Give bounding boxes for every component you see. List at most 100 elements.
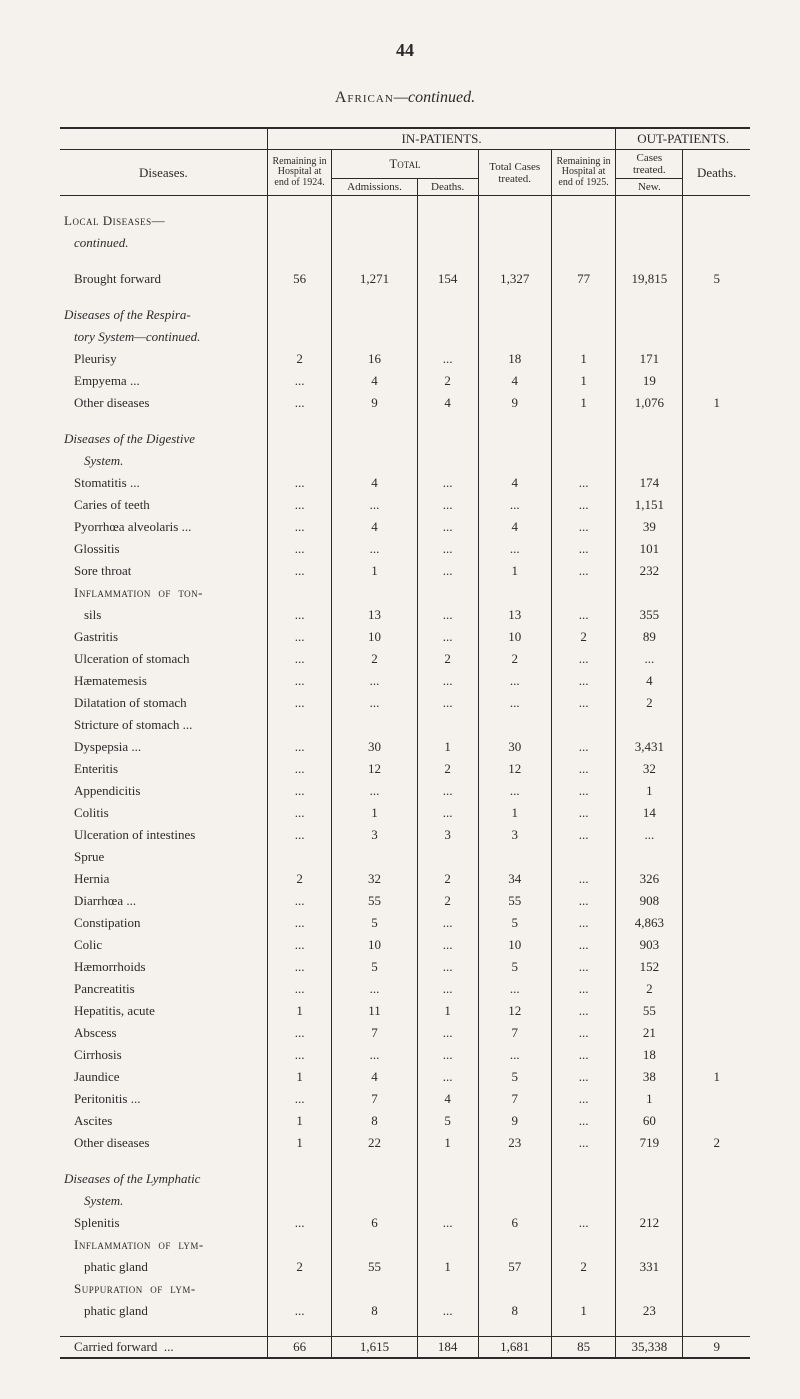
row-label: Pleurisy <box>64 351 117 366</box>
header-deaths-in: Deaths. <box>417 179 478 196</box>
cell: 1 <box>551 392 616 414</box>
cell: ... <box>616 824 683 846</box>
row-label: sils <box>64 607 101 622</box>
cell: 1,271 <box>332 268 417 290</box>
cell: ... <box>417 348 478 370</box>
cell: 9 <box>478 392 551 414</box>
cell: 12 <box>332 758 417 780</box>
cell: 2 <box>417 648 478 670</box>
row-label: Appendicitis <box>64 783 140 798</box>
cell: ... <box>551 956 616 978</box>
row-label: phatic gland <box>64 1303 148 1318</box>
cell: ... <box>332 538 417 560</box>
cell: ... <box>551 1132 616 1154</box>
row-label: Stomatitis ... <box>64 475 140 490</box>
cell: 908 <box>616 890 683 912</box>
cell: 10 <box>332 934 417 956</box>
cell: ... <box>551 648 616 670</box>
cell: 4 <box>478 516 551 538</box>
cell: 32 <box>332 868 417 890</box>
cell: 9 <box>332 392 417 414</box>
cell: 2 <box>417 758 478 780</box>
cell: 5 <box>478 912 551 934</box>
cell: 16 <box>332 348 417 370</box>
table-row: Colitis...1...1...14 <box>60 802 750 824</box>
cell: 1 <box>332 560 417 582</box>
cell: ... <box>267 978 332 1000</box>
cell: 6 <box>332 1212 417 1234</box>
cell <box>551 714 616 736</box>
cell: ... <box>417 1212 478 1234</box>
cell <box>683 538 750 560</box>
table-row: sils...13...13...355 <box>60 604 750 626</box>
cell: 1 <box>267 1110 332 1132</box>
cell: 1 <box>267 1000 332 1022</box>
cell: 1 <box>332 802 417 824</box>
cell: 39 <box>616 516 683 538</box>
cell: ... <box>551 802 616 824</box>
table-row: Stomatitis ......4...4...174 <box>60 472 750 494</box>
cell: 4 <box>332 1066 417 1088</box>
cell: ... <box>417 560 478 582</box>
cell: 18 <box>478 348 551 370</box>
cell: ... <box>267 758 332 780</box>
cell: 60 <box>616 1110 683 1132</box>
cell: ... <box>551 1022 616 1044</box>
cell: ... <box>417 1044 478 1066</box>
row-label: Jaundice <box>64 1069 119 1084</box>
table-row: Pleurisy216...181171 <box>60 348 750 370</box>
cell: ... <box>551 538 616 560</box>
header-total-cases: Total Cases treated. <box>478 150 551 196</box>
cell <box>683 1022 750 1044</box>
table-row: Dilatation of stomach...............2 <box>60 692 750 714</box>
cell: ... <box>267 1022 332 1044</box>
table-row: Hæmorrhoids...5...5...152 <box>60 956 750 978</box>
header-total: Total <box>332 150 478 179</box>
cell: ... <box>267 736 332 758</box>
cell: 3 <box>417 824 478 846</box>
table-row: Hæmatemesis...............4 <box>60 670 750 692</box>
cell <box>683 494 750 516</box>
cell: 1 <box>417 1132 478 1154</box>
cell: ... <box>478 538 551 560</box>
cf-tc: 1,681 <box>478 1337 551 1359</box>
cell: 10 <box>478 934 551 956</box>
table-row: Abscess...7...7...21 <box>60 1022 750 1044</box>
cell <box>683 560 750 582</box>
cell: 18 <box>616 1044 683 1066</box>
cell: 2 <box>683 1132 750 1154</box>
cell: 5 <box>417 1110 478 1132</box>
cell: 1 <box>551 1300 616 1322</box>
cell: ... <box>332 978 417 1000</box>
cell: 3 <box>478 824 551 846</box>
cf-d2: 9 <box>683 1337 750 1359</box>
cell: 5 <box>332 912 417 934</box>
cell: ... <box>417 538 478 560</box>
row-label: Dyspepsia ... <box>64 739 141 754</box>
table-row: Other diseases...94911,0761 <box>60 392 750 414</box>
cell: 4 <box>332 472 417 494</box>
row-label: Constipation <box>64 915 140 930</box>
cell: 4 <box>417 1088 478 1110</box>
row-label: Peritonitis ... <box>64 1091 140 1106</box>
cell: ... <box>417 692 478 714</box>
cell <box>417 846 478 868</box>
cell: 903 <box>616 934 683 956</box>
row-label: Dilatation of stomach <box>64 695 187 710</box>
cell: ... <box>417 934 478 956</box>
section-heading: Diseases of the Respira- <box>64 307 191 322</box>
cell: 11 <box>332 1000 417 1022</box>
cell: 5 <box>683 268 750 290</box>
row-label: Gastritis <box>64 629 118 644</box>
row-label: Ulceration of stomach <box>64 651 190 666</box>
cell: 1 <box>267 1066 332 1088</box>
cell: 55 <box>332 890 417 912</box>
table-body: Local Diseases—continued.Brought forward… <box>60 196 750 1337</box>
title-main: African <box>335 89 394 106</box>
row-label: Hernia <box>64 871 109 886</box>
cell: ... <box>551 736 616 758</box>
cell: 1 <box>616 1088 683 1110</box>
cell: ... <box>551 1110 616 1132</box>
cell: ... <box>267 626 332 648</box>
cell: 10 <box>478 626 551 648</box>
